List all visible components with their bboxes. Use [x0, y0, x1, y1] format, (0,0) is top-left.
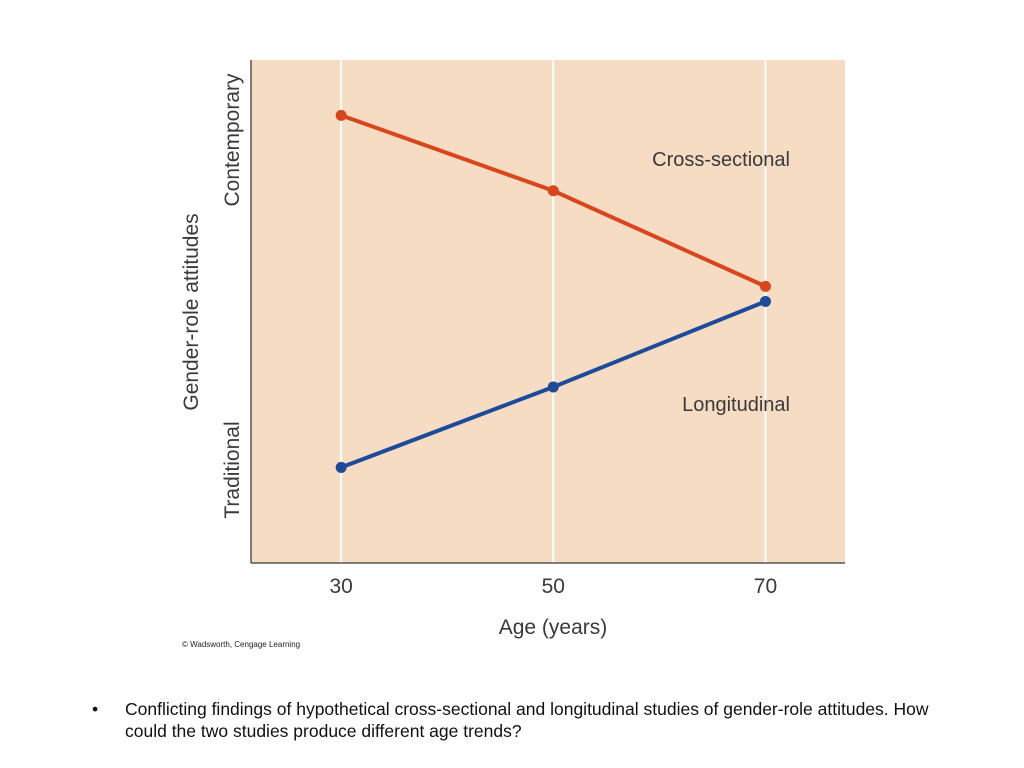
plot-area — [251, 60, 845, 563]
data-point-cross-sectional — [547, 185, 559, 197]
data-point-cross-sectional — [759, 280, 771, 292]
series-labels: Cross-sectional Longitudinal — [652, 149, 790, 416]
series-group — [335, 109, 771, 473]
x-axis-label: Age (years) — [499, 616, 608, 639]
y-axis-label-low: Traditional — [221, 421, 244, 518]
caption: • Conflicting findings of hypothetical c… — [92, 698, 972, 742]
data-point-cross-sectional — [335, 109, 347, 121]
data-point-longitudinal — [335, 461, 347, 473]
series-label: Longitudinal — [682, 394, 790, 416]
x-tick-label: 70 — [754, 575, 777, 598]
data-point-longitudinal — [547, 381, 559, 393]
copyright-credit: © Wadsworth, Cengage Learning — [182, 640, 301, 649]
series-label: Cross-sectional — [652, 149, 790, 171]
gridlines — [340, 60, 767, 563]
y-axis-label-high: Contemporary — [221, 73, 244, 207]
data-point-longitudinal — [759, 295, 771, 307]
x-tick-label: 30 — [329, 575, 352, 598]
x-tick-label: 50 — [542, 575, 565, 598]
caption-text: Conflicting findings of hypothetical cro… — [125, 699, 929, 741]
y-axis-label: Gender-role attitudes — [180, 213, 203, 410]
x-tick-labels: 30 50 70 — [329, 575, 777, 598]
bullet-marker: • — [92, 699, 99, 719]
